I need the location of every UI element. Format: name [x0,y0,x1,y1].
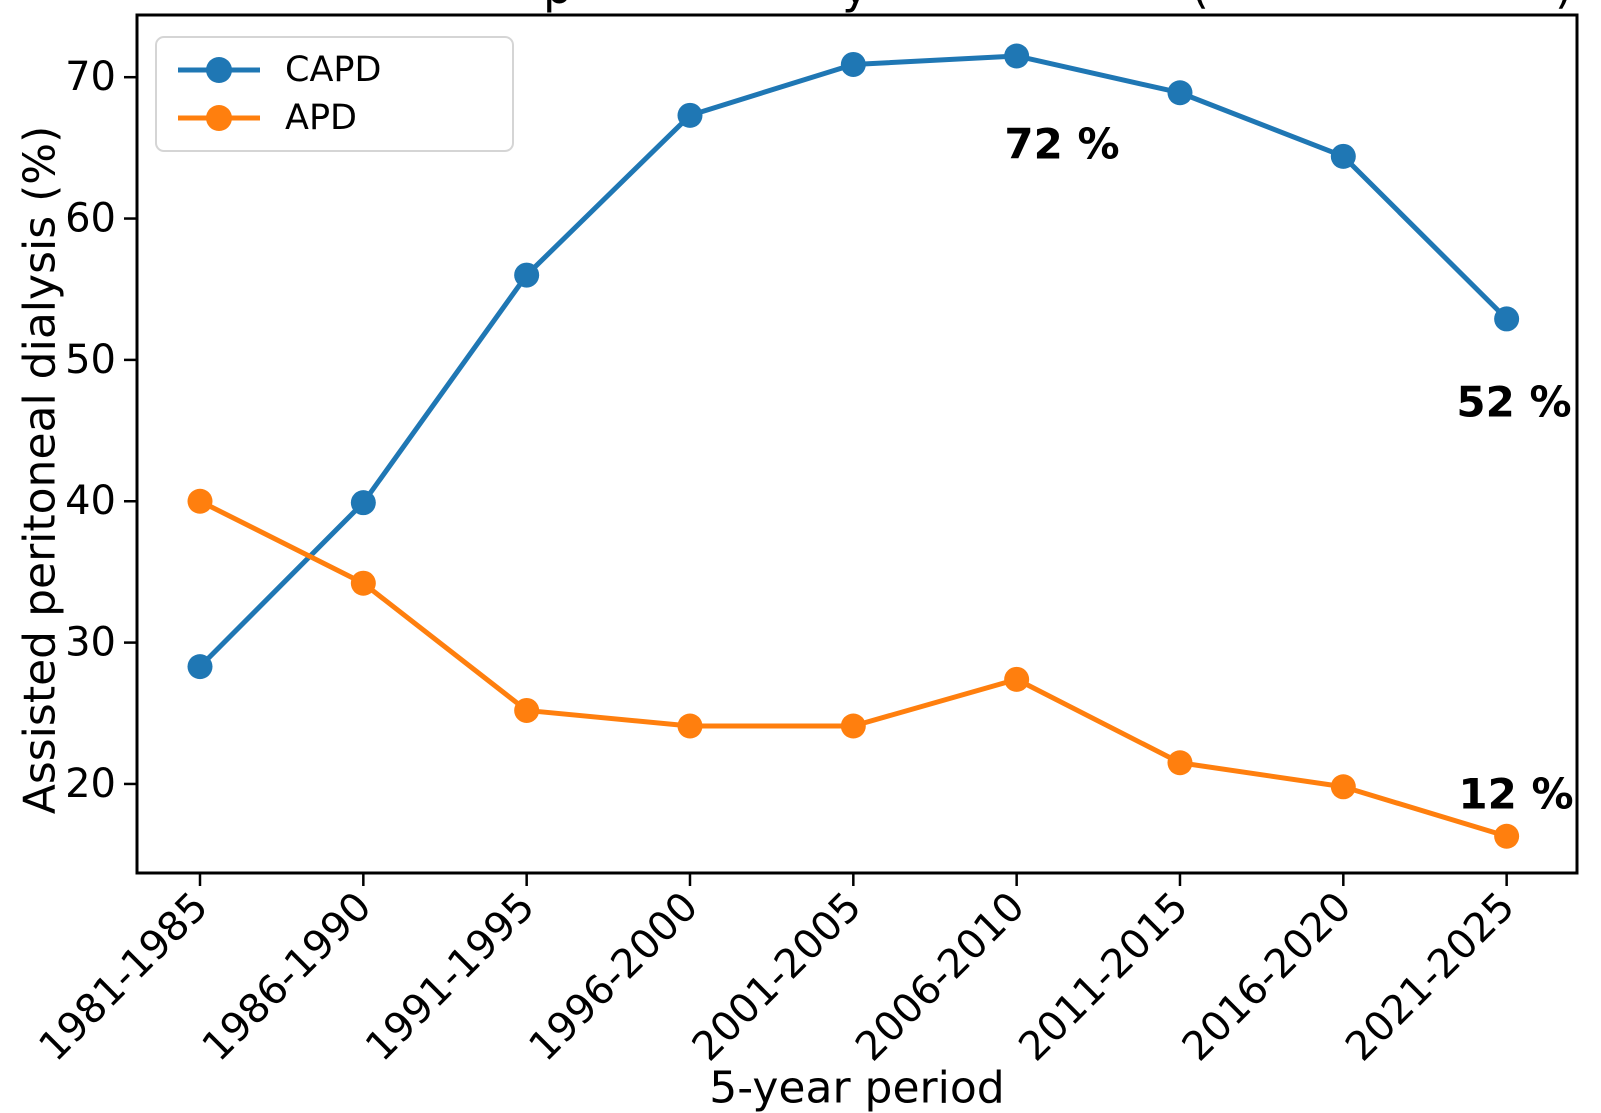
x-tick-label: 1991-1995 [357,884,544,1071]
data-point-apd-2011-2015 [1167,750,1193,776]
data-point-apd-2006-2010 [1004,666,1030,692]
data-point-capd-2021-2025 [1494,306,1520,332]
data-point-capd-2001-2005 [840,51,866,77]
data-point-capd-1986-1990 [350,490,376,516]
data-point-apd-1986-1990 [350,570,376,596]
legend-item-apd: APD [157,98,512,138]
x-tick-label: 2001-2005 [684,884,871,1071]
data-point-capd-1991-1995 [514,262,540,288]
y-axis-label: Assisted peritoneal dialysis (%) [14,125,66,815]
data-point-apd-2021-2025 [1494,823,1520,849]
y-tick-label: 50 [65,337,116,383]
capd-line-sample-icon [178,57,260,83]
annotation-72-pct: 72 % [1004,119,1120,169]
data-point-apd-1996-2000 [677,713,703,739]
apd-line-sample-icon [178,105,260,131]
data-point-apd-2001-2005 [840,713,866,739]
legend-label-apd: APD [285,98,357,138]
y-tick-label: 70 [65,54,116,100]
series-line-apd [197,498,1510,839]
data-point-capd-2006-2010 [1004,43,1030,69]
x-tick-label: 2021-2025 [1337,884,1524,1071]
data-point-apd-1981-1985 [187,488,213,514]
x-axis-label: 5-year period [709,1062,1005,1113]
x-tick-label: 1996-2000 [520,884,707,1071]
data-point-apd-2016-2020 [1330,774,1356,800]
data-point-capd-1996-2000 [677,102,703,128]
x-tick-label: 1986-1990 [194,884,381,1071]
y-tick-label: 20 [65,761,116,807]
annotation-12-pct: 12 % [1458,769,1574,819]
x-tick-label: 2011-2015 [1010,884,1197,1071]
plot-border [135,13,1579,875]
data-point-apd-1991-1995 [514,697,540,723]
data-point-capd-1981-1985 [187,654,213,680]
x-tick-label: 2016-2020 [1174,884,1361,1071]
legend-label-capd: CAPD [285,50,382,90]
y-tick-label: 40 [65,478,116,524]
legend: CAPD APD [155,36,514,152]
data-point-capd-2016-2020 [1330,143,1356,169]
y-tick-label: 30 [65,620,116,666]
x-tick-label: 1981-1985 [30,884,217,1071]
x-tick-label: 2006-2010 [847,884,1034,1071]
data-point-capd-2011-2015 [1167,80,1193,106]
annotation-52-pct: 52 % [1456,377,1572,427]
legend-item-capd: CAPD [157,50,512,90]
y-tick-label: 60 [65,196,116,242]
